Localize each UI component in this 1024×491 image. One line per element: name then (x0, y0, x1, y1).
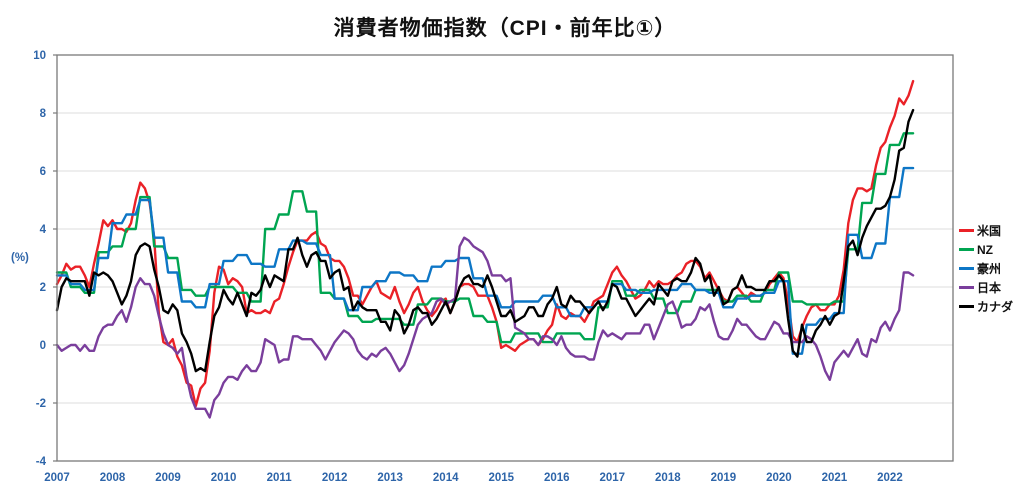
legend-line-swatch-ca (959, 305, 974, 308)
plot-border (56, 54, 954, 462)
y-tick-label: 10 (33, 50, 46, 62)
x-tick-label: 2022 (877, 472, 903, 484)
x-tick-label: 2020 (766, 472, 792, 484)
y-tick-label: 4 (40, 224, 47, 236)
x-tick-label: 2014 (433, 472, 459, 484)
legend-label-ca: カナダ (977, 300, 1014, 314)
x-tick-label: 2011 (267, 472, 293, 484)
legend-item-au: 豪州 (959, 259, 1013, 278)
y-tick-label: -4 (36, 456, 47, 468)
x-tick-label: 2016 (544, 472, 570, 484)
legend-label-us: 米国 (977, 224, 1002, 238)
chart-title: 消費者物価指数（CPI・前年比①） (333, 17, 677, 40)
series-line-jp (55, 236, 915, 419)
legend-item-jp: 日本 (959, 278, 1013, 297)
series-line-au (55, 166, 915, 355)
x-tick-label: 2012 (322, 472, 348, 484)
chart-legend: 米国 NZ 豪州日本カナダ (959, 221, 1013, 316)
series-line-ca (55, 108, 915, 373)
legend-line-swatch-jp (959, 286, 974, 289)
legend-item-us: 米国 (959, 221, 1013, 240)
y-tick-label: -2 (36, 398, 46, 410)
y-axis-unit-label: (%) (11, 252, 29, 264)
series-line-us (55, 79, 915, 408)
x-tick-label: 2019 (711, 472, 737, 484)
x-tick-label: 2018 (655, 472, 681, 484)
x-tick-label: 2008 (100, 472, 126, 484)
x-tick-label: 2021 (822, 472, 848, 484)
legend-item-ca: カナダ (959, 297, 1013, 316)
legend-item-nz: NZ (959, 240, 1013, 259)
x-tick-label: 2013 (377, 472, 403, 484)
y-tick-label: 8 (40, 108, 47, 120)
x-tick-label: 2007 (44, 472, 70, 484)
series-line-nz (55, 132, 915, 344)
legend-label-nz: NZ (977, 242, 993, 257)
legend-label-au: 豪州 (977, 262, 1002, 276)
y-tick-label: 0 (40, 340, 46, 352)
y-tick-label: 6 (40, 166, 46, 178)
legend-line-swatch-us (959, 229, 974, 232)
x-tick-label: 2009 (155, 472, 181, 484)
x-tick-label: 2010 (211, 472, 237, 484)
x-tick-label: 2017 (600, 472, 626, 484)
y-tick-label: 2 (40, 282, 46, 294)
legend-line-swatch-au (959, 267, 974, 270)
legend-label-jp: 日本 (977, 281, 1002, 295)
legend-line-swatch-nz (959, 248, 974, 251)
x-tick-label: 2015 (488, 472, 514, 484)
